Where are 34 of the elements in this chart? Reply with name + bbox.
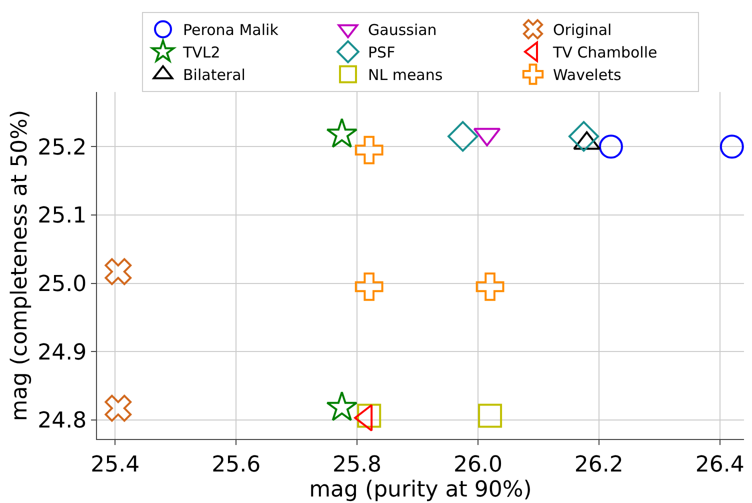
point xyxy=(104,258,132,286)
x-tick-label: 26.4 xyxy=(695,452,744,478)
legend-label: Bilateral xyxy=(183,66,246,84)
legend-label: TV Chambolle xyxy=(552,44,658,62)
point xyxy=(478,404,502,428)
y-tick-label: 25.2 xyxy=(38,135,87,160)
x-tick-label: 25.4 xyxy=(90,452,140,478)
x-tick-label: 25.6 xyxy=(212,452,261,478)
legend-label: NL means xyxy=(368,66,443,84)
point xyxy=(476,272,504,301)
legend-label: Original xyxy=(553,21,612,40)
legend-label: TVL2 xyxy=(182,44,220,62)
legend-label: PSF xyxy=(368,44,396,62)
point xyxy=(326,391,358,422)
point xyxy=(357,404,382,428)
point xyxy=(448,121,478,152)
y-tick-label: 25.0 xyxy=(38,272,87,297)
point xyxy=(104,394,132,422)
legend-label: Wavelets xyxy=(553,66,622,84)
point xyxy=(720,134,744,159)
y-tick-label: 24.8 xyxy=(38,408,87,434)
x-tick-label: 25.8 xyxy=(332,452,382,478)
point xyxy=(354,136,384,164)
y-axis-title: mag (completeness at 50%) xyxy=(7,110,32,422)
y-tick-label: 24.9 xyxy=(38,340,87,366)
x-tick-label: 26.0 xyxy=(453,452,502,478)
y-tick-label: 25.1 xyxy=(38,204,87,229)
legend-label: Gaussian xyxy=(368,21,437,40)
x-tick-label: 26.2 xyxy=(574,452,624,478)
point xyxy=(598,134,623,159)
point xyxy=(354,272,384,301)
x-axis-title: mag (purity at 90%) xyxy=(309,477,532,502)
legend-label: Perona Malik xyxy=(183,21,279,40)
point xyxy=(568,121,600,152)
